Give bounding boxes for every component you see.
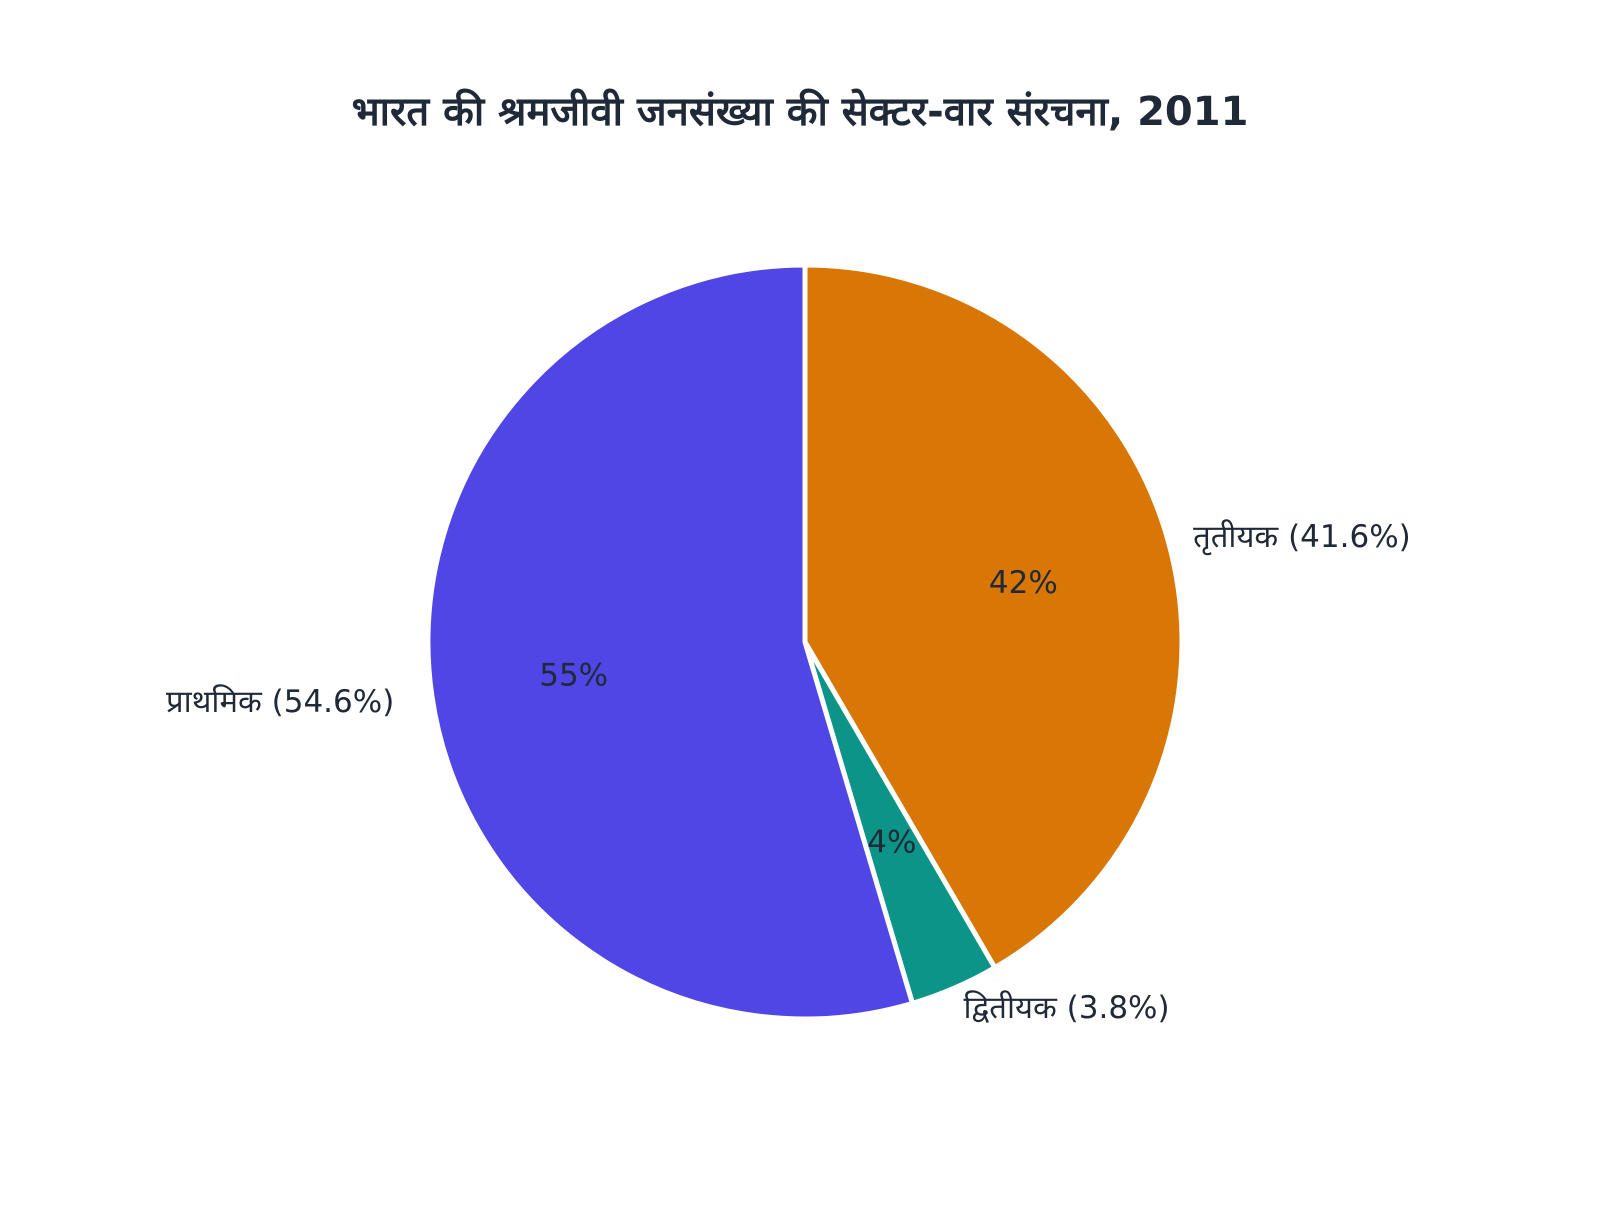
pie-outside-label-1: द्वितीयक (3.8%) — [963, 990, 1169, 1026]
pie-outside-label-0: तृतीयक (41.6%) — [1193, 519, 1411, 556]
pie-inside-label-2: 55% — [539, 658, 608, 694]
pie-outside-labels: तृतीयक (41.6%) द्वितीयक (3.8%) प्राथमिक (5… — [166, 519, 1411, 1026]
pie-inside-label-0: 42% — [989, 565, 1058, 601]
pie-inside-labels: 42% 4% 55% — [539, 565, 1058, 861]
pie-outside-label-2: प्राथमिक (54.6%) — [166, 684, 394, 720]
pie-slice-2 — [425, 262, 915, 1022]
pie-inside-label-1: 4% — [867, 825, 916, 861]
chart-title: भारत की श्रमजीवी जनसंख्या की सेक्टर-वार … — [352, 88, 1249, 135]
pie-slices — [425, 262, 1185, 1022]
pie-slice-0 — [802, 262, 1185, 971]
